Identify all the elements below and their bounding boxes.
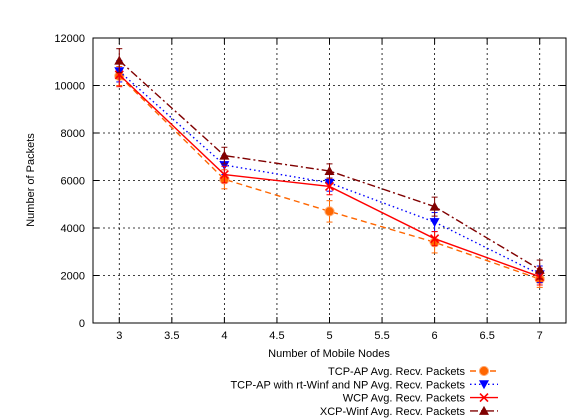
series-layer	[114, 48, 545, 288]
data-point-highlight	[324, 206, 335, 217]
x-tick-label: 7	[537, 330, 543, 342]
legend-label: WCP Avg. Recv. Packets	[343, 393, 466, 405]
x-tick-label: 6.5	[480, 330, 495, 342]
x-tick-label: 3	[116, 330, 122, 342]
y-tick-label: 0	[79, 318, 85, 330]
legend-swatch-marker	[479, 380, 489, 390]
y-tick-label: 4000	[61, 223, 85, 235]
legend-swatch-marker	[479, 393, 489, 403]
data-point	[534, 264, 545, 274]
data-point	[324, 181, 335, 192]
x-tick-label: 5	[326, 330, 332, 342]
y-tick-label: 10000	[54, 81, 85, 93]
legend-label: XCP-Winf Avg. Recv. Packets	[320, 406, 466, 418]
data-point	[429, 201, 440, 211]
y-tick-label: 6000	[61, 176, 85, 188]
y-tick-label: 12000	[54, 33, 85, 45]
y-tick-label: 2000	[61, 271, 85, 283]
legend-label: TCP-AP Avg. Recv. Packets	[328, 366, 465, 378]
x-tick-label: 6	[432, 330, 438, 342]
legend-swatch-marker-highlight	[479, 366, 489, 376]
data-point	[219, 169, 229, 180]
data-point	[219, 150, 230, 160]
y-tick-label: 8000	[61, 128, 85, 140]
data-point	[114, 55, 125, 65]
data-point	[219, 161, 230, 171]
legend-label: TCP-AP with rt-Winf and NP Avg. Recv. Pa…	[230, 379, 465, 391]
data-point	[324, 166, 335, 175]
data-point	[430, 234, 440, 244]
x-tick-label: 3.5	[164, 330, 179, 342]
x-tick-label: 5.5	[374, 330, 389, 342]
legend-swatch-marker	[479, 405, 489, 415]
x-tick-label: 4.5	[269, 330, 284, 342]
series-line	[118, 75, 540, 280]
x-axis-title: Number of Mobile Nodes	[268, 348, 390, 360]
series-2	[114, 62, 545, 286]
series-3	[114, 48, 545, 280]
y-axis-title: Number of Packets	[25, 133, 37, 227]
axis-ticks: 3 3.5 4 4.5 5 5.5 6 6.5 7 0 2000 4000 6000 8000 10000 1…	[54, 33, 566, 342]
x-tick-label: 4	[221, 330, 227, 342]
data-point	[429, 218, 440, 228]
